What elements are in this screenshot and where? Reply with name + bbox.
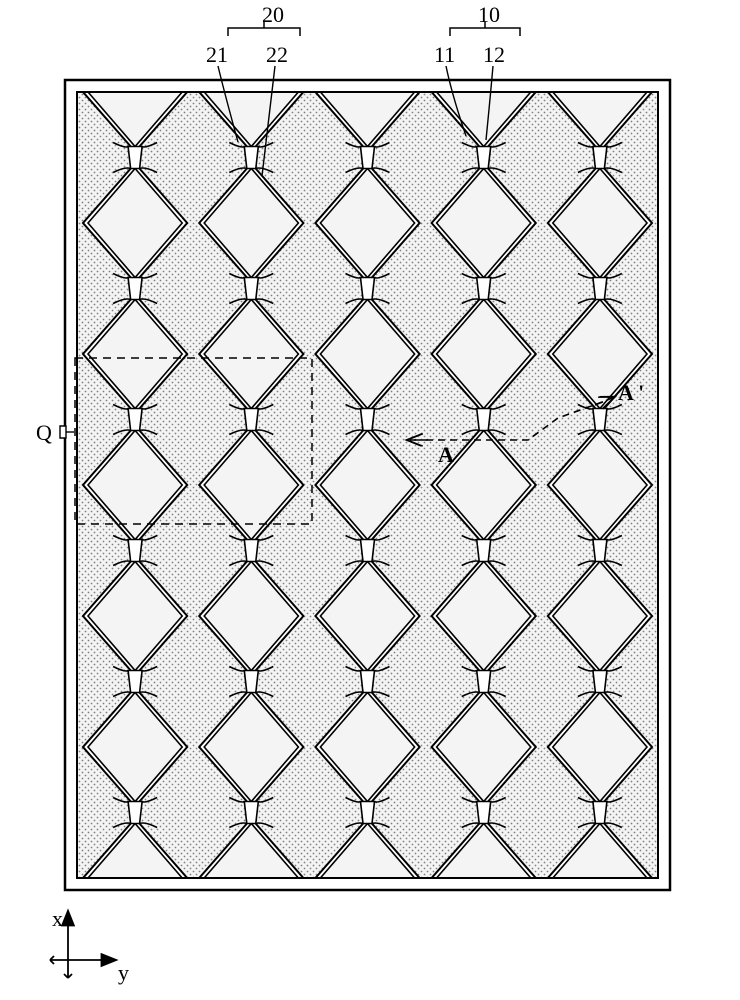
label-11: 11 <box>434 42 455 68</box>
label-x: x <box>52 906 63 932</box>
patent-diagram <box>0 0 740 1000</box>
label-21: 21 <box>206 42 228 68</box>
label-Aprime: A ' <box>618 380 644 406</box>
label-20: 20 <box>262 2 284 28</box>
label-A: A <box>438 442 454 468</box>
label-y: y <box>118 960 129 986</box>
label-22: 22 <box>266 42 288 68</box>
label-Q: Q <box>36 420 52 446</box>
label-12: 12 <box>483 42 505 68</box>
label-10: 10 <box>478 2 500 28</box>
